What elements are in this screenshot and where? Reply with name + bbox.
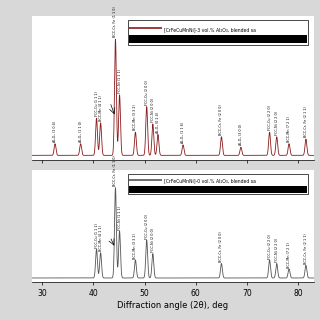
Text: FCC-Ni (2 2 0): FCC-Ni (2 2 0) [275, 111, 279, 135]
Text: Al₂O₃ (1 0 4): Al₂O₃ (1 0 4) [53, 121, 57, 142]
Text: FCC-Cu (2 2 0): FCC-Cu (2 2 0) [268, 234, 272, 259]
Text: FCC-Ni (2 0 0): FCC-Ni (2 0 0) [151, 98, 155, 122]
Text: BCC-Cr, Fe (1 1 0): BCC-Cr, Fe (1 1 0) [114, 156, 117, 186]
Text: FCC-Cu (1 1 1): FCC-Cu (1 1 1) [94, 92, 99, 116]
Text: BCC-Cr, Fe (2 0 0): BCC-Cr, Fe (2 0 0) [220, 104, 223, 135]
Text: BCC-Mn (3 3 2): BCC-Mn (3 3 2) [133, 105, 137, 130]
Text: FCC-Cu (2 2 0): FCC-Cu (2 2 0) [268, 106, 272, 130]
Bar [128, 20, 308, 45]
Text: BCC-Cr, Fe (2 1 1): BCC-Cr, Fe (2 1 1) [304, 233, 308, 264]
Bar [129, 186, 307, 193]
Text: BCC-Mn (3 3 2): BCC-Mn (3 3 2) [133, 233, 137, 259]
Text: FCC-Cu (1 1 1): FCC-Cu (1 1 1) [94, 223, 99, 248]
Text: FCC-Ni (1 1 1): FCC-Ni (1 1 1) [117, 206, 122, 230]
X-axis label: Diffraction angle (2θ), deg: Diffraction angle (2θ), deg [117, 301, 228, 310]
Text: BCC-Mn (4 1 1): BCC-Mn (4 1 1) [99, 95, 103, 121]
Text: FCC-Ni (1 1 1): FCC-Ni (1 1 1) [117, 69, 122, 93]
Text: FCC-Ni (2 0 0): FCC-Ni (2 0 0) [151, 228, 155, 252]
Text: BCC-Cr, Fe (2 1 1): BCC-Cr, Fe (2 1 1) [304, 107, 308, 137]
Text: Al₂O₃ (1 1 0): Al₂O₃ (1 1 0) [79, 121, 83, 142]
Text: Al₂O₃ (3 0 0): Al₂O₃ (3 0 0) [239, 124, 243, 146]
Text: BCC-Mn (7 2 1): BCC-Mn (7 2 1) [287, 242, 291, 268]
Text: Al₂O₃ (1 1 6): Al₂O₃ (1 1 6) [181, 122, 185, 143]
Text: FCC-Cu (2 0 0): FCC-Cu (2 0 0) [145, 80, 149, 105]
Text: BCC-Cr, Fe (2 0 0): BCC-Cr, Fe (2 0 0) [220, 231, 223, 262]
Text: [CrFeCuMnNi]-3 vol.% Al₂O₃, blended sa: [CrFeCuMnNi]-3 vol.% Al₂O₃, blended sa [164, 27, 256, 32]
Text: Al₂O₃ (0 2 4): Al₂O₃ (0 2 4) [156, 112, 160, 133]
Text: BCC-Cr, Fe (1 1 0): BCC-Cr, Fe (1 1 0) [114, 7, 117, 37]
Bar [129, 36, 307, 43]
Text: BCC-Mn (7 2 1): BCC-Mn (7 2 1) [287, 116, 291, 142]
Text: [CrFeCuMnNi]-0 vol.% Al₂O₃, blended sa: [CrFeCuMnNi]-0 vol.% Al₂O₃, blended sa [164, 178, 256, 183]
Bar [128, 174, 308, 194]
Text: FCC-Ni (2 2 0): FCC-Ni (2 2 0) [275, 238, 279, 262]
Text: FCC-Cu (2 0 0): FCC-Cu (2 0 0) [145, 214, 149, 239]
Text: BCC-Mn (4 1 1): BCC-Mn (4 1 1) [99, 226, 103, 251]
